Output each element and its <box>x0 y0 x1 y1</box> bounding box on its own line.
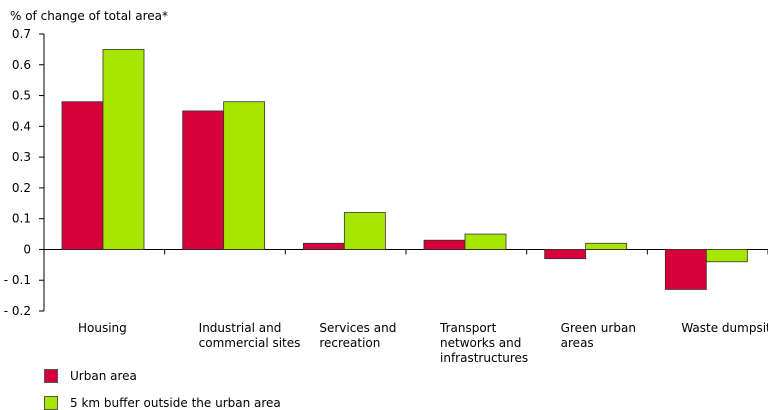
legend-label-urban: Urban area <box>70 369 137 383</box>
y-tick-label: 0.7 <box>12 27 31 41</box>
y-tick-label: 0 <box>23 242 31 256</box>
x-category-label: Transport networks and infrastructures <box>439 321 528 365</box>
y-tick-label: 0.3 <box>12 150 31 164</box>
y-ticks: 0.7 0.6 0.5 0.4 0.3 0.2 0.1 0 - 0.1 - 0.2 <box>4 27 44 318</box>
bar-buffer <box>343 212 386 250</box>
x-category-label: Green urban areas <box>561 321 636 350</box>
bars <box>61 48 748 290</box>
x-category-label: Services and recreation <box>319 321 396 350</box>
x-category-labels: Housing Industrial and commercial sites Ser… <box>78 321 768 365</box>
x-category-label-line: Services and <box>319 321 396 335</box>
bar-urban <box>182 110 225 250</box>
x-category-label-line: Transport <box>439 321 497 335</box>
x-category-label-line: Industrial and <box>199 321 282 335</box>
x-category-label-line: commercial sites <box>199 336 301 350</box>
bar-urban <box>61 101 104 250</box>
legend-swatch-buffer <box>44 396 58 410</box>
bar-urban <box>423 239 466 250</box>
y-tick-label: 0.4 <box>12 119 31 133</box>
axes <box>43 34 768 311</box>
bar-urban <box>544 249 587 260</box>
bar-buffer <box>705 249 748 263</box>
x-category-label-line: networks and <box>440 336 521 350</box>
y-tick-label: 0.5 <box>12 89 31 103</box>
x-category-label-line: areas <box>561 336 594 350</box>
x-category-label-line: recreation <box>319 336 380 350</box>
y-tick-label: 0.2 <box>12 181 31 195</box>
legend-label-buffer: 5 km buffer outside the urban area <box>70 396 281 410</box>
bar-buffer <box>585 242 628 250</box>
y-tick-label: 0.1 <box>12 212 31 226</box>
bar-buffer <box>223 101 266 250</box>
bar-urban <box>664 249 707 290</box>
x-category-label: Waste dumpsites <box>681 321 768 335</box>
bar-buffer <box>102 48 145 250</box>
x-category-label-line: Housing <box>78 321 127 335</box>
bar-buffer <box>464 233 507 250</box>
y-tick-label: 0.6 <box>12 58 31 72</box>
x-category-label: Industrial and commercial sites <box>199 321 301 350</box>
bar-urban <box>302 242 345 250</box>
x-category-label-line: infrastructures <box>440 351 528 365</box>
x-category-label: Housing <box>78 321 127 335</box>
x-category-label-line: Waste dumpsites <box>681 321 768 335</box>
legend-item-buffer: 5 km buffer outside the urban area <box>44 396 281 410</box>
y-tick-label: - 0.2 <box>4 304 31 318</box>
legend-item-urban: Urban area <box>44 369 137 383</box>
legend-swatch-urban <box>44 369 58 383</box>
y-axis-title: % of change of total area* <box>10 9 168 23</box>
y-tick-label: - 0.1 <box>4 273 31 287</box>
x-category-label-line: Green urban <box>561 321 636 335</box>
